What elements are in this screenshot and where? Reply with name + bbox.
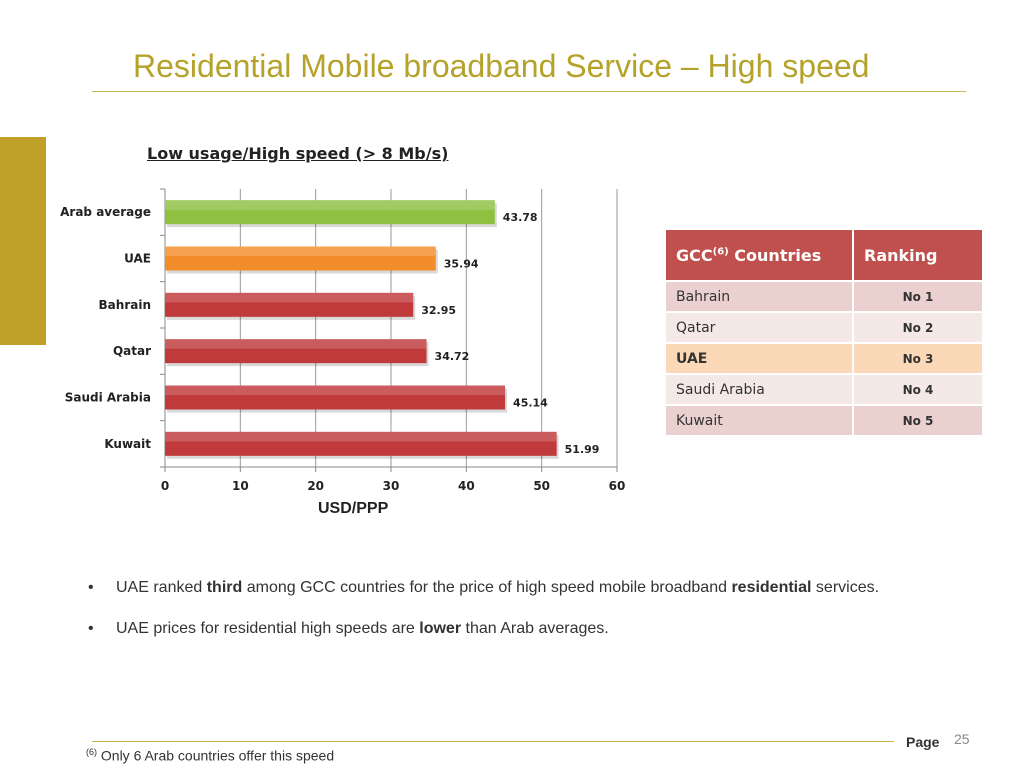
bar-chart: Arab average 43.78 UAE 35.94 Bahrain 32.95 Qat… [60, 188, 626, 493]
ranking-header: Ranking [853, 230, 984, 282]
footnote: (6) Only 6 Arab countries offer this spe… [86, 747, 334, 764]
x-tick-label: 50 [533, 479, 550, 493]
ranking-rank-cell: No 3 [853, 343, 984, 375]
data-label: 51.99 [565, 443, 600, 456]
x-tick-label: 40 [458, 479, 475, 493]
ranking-country-cell: Saudi Arabia [666, 374, 854, 406]
bullet-dot: • [88, 579, 94, 596]
chart-title: Low usage/High speed (> 8 Mb/s) [147, 144, 449, 163]
ranking-rank-cell: No 1 [853, 281, 984, 313]
page-number: 25 [954, 731, 970, 747]
title-divider [92, 91, 966, 92]
ranking-row: Bahrain No 1 [666, 281, 984, 313]
bar-bahrain [165, 292, 414, 317]
x-tick-label: 0 [161, 479, 169, 493]
category-label: Arab average [60, 205, 151, 219]
footer-divider [92, 741, 894, 742]
bar-highlight [165, 339, 427, 349]
bullet-text: services. [811, 579, 880, 596]
page-label: Page [906, 734, 940, 750]
bullet-bold-text: residential [731, 579, 812, 596]
countries-header-footnote-marker: (6) [712, 246, 729, 258]
ranking-row: Kuwait No 5 [666, 405, 984, 437]
bullet-text: UAE ranked [116, 579, 207, 596]
countries-header: GCC(6) Countries [666, 230, 854, 282]
bar-saudi-arabia [165, 385, 506, 410]
bar-uae [165, 246, 436, 271]
x-tick-label: 30 [383, 479, 400, 493]
x-tick-label: 10 [232, 479, 249, 493]
bullet-text: among GCC countries for the price of hig… [242, 579, 732, 596]
ranking-country-cell: Bahrain [666, 281, 854, 313]
ranking-table: GCC(6) Countries Ranking Bahrain No 1 Qata… [666, 230, 984, 437]
bar-highlight [165, 431, 557, 442]
category-label: Saudi Arabia [65, 391, 151, 405]
bullet-text: than Arab averages. [461, 620, 609, 637]
footnote-text: Only 6 Arab countries offer this speed [100, 747, 335, 764]
ranking-row: Saudi Arabia No 4 [666, 374, 984, 406]
bar-highlight [165, 246, 436, 257]
category-label: UAE [124, 252, 151, 266]
data-label: 35.94 [444, 258, 479, 271]
bullet-text: UAE prices for residential high speeds a… [116, 620, 420, 637]
category-label: Bahrain [99, 298, 151, 312]
data-label: 43.78 [503, 211, 538, 224]
chart-x-axis-label: USD/PPP [318, 500, 389, 517]
bar-qatar [165, 339, 427, 364]
data-label: 45.14 [513, 397, 548, 410]
data-label: 34.72 [435, 350, 470, 363]
ranking-rank-cell: No 2 [853, 312, 984, 344]
x-tick-label: 60 [609, 479, 626, 493]
ranking-row: UAE No 3 [666, 343, 984, 375]
category-label: Qatar [113, 344, 151, 358]
countries-header-label: GCC [676, 245, 713, 265]
slide-title: Residential Mobile broadband Service – H… [133, 48, 870, 84]
bar-kuwait [165, 431, 557, 456]
ranking-table-body: Bahrain No 1 Qatar No 2 UAE No 3 Saudi Arabia N… [666, 281, 984, 437]
left-accent-bar [0, 137, 46, 345]
ranking-table-header-row: GCC(6) Countries Ranking [666, 230, 984, 282]
ranking-country-cell: Qatar [666, 312, 854, 344]
bullet-bold-text: lower [419, 620, 462, 637]
category-label: Kuwait [104, 437, 151, 451]
bullet-item: • UAE prices for residential high speeds … [88, 620, 609, 638]
ranking-row: Qatar No 2 [666, 312, 984, 344]
bar-highlight [165, 385, 506, 396]
bar-arab-average [165, 200, 495, 225]
ranking-rank-cell: No 4 [853, 374, 984, 406]
bullet-bold-text: third [206, 579, 243, 596]
countries-header-suffix: Countries [728, 245, 822, 265]
bullet-item: • UAE ranked third among GCC countries fo… [88, 579, 879, 597]
ranking-country-cell: UAE [666, 343, 854, 375]
bar-highlight [165, 292, 414, 303]
bullet-dot: • [88, 620, 94, 637]
x-tick-label: 20 [307, 479, 324, 493]
ranking-rank-cell: No 5 [853, 405, 984, 437]
data-label: 32.95 [421, 304, 456, 317]
bar-highlight [165, 200, 495, 210]
ranking-country-cell: Kuwait [666, 405, 854, 437]
footnote-marker: (6) [86, 747, 97, 757]
